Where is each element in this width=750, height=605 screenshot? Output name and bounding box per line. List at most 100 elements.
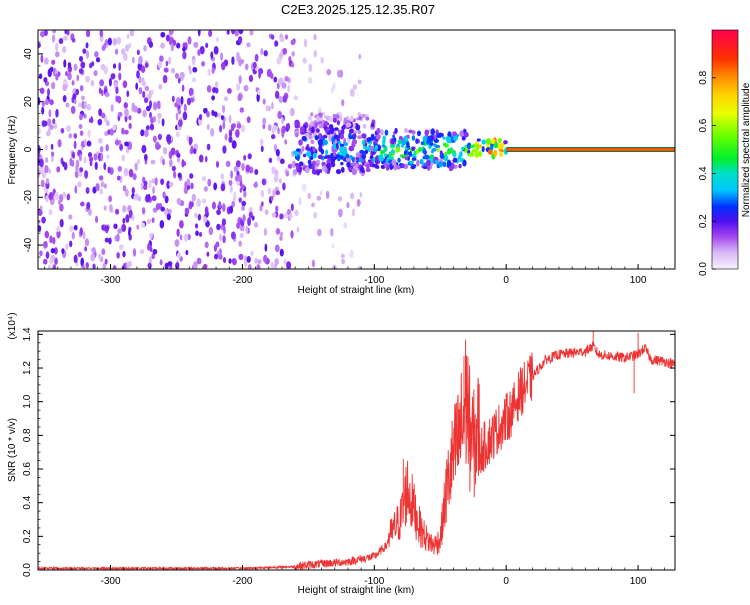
- spectrogram-cell: [339, 134, 344, 140]
- figure-title: C2E3.2025.125.12.35.R07: [0, 2, 716, 17]
- spectrogram-cell: [451, 163, 455, 170]
- spectrogram-cell: [346, 123, 351, 127]
- spectrogram-cell: [352, 139, 357, 144]
- spectrogram-cell: [44, 165, 48, 173]
- spectrogram-cell: [55, 73, 58, 80]
- spectrogram-cell: [270, 262, 274, 269]
- spectrogram-cell: [236, 83, 240, 91]
- spectrogram-cell: [46, 251, 50, 259]
- spectrogram-cell: [183, 112, 188, 121]
- spectrogram-cell: [310, 140, 314, 144]
- spectrogram-cell: [79, 114, 83, 121]
- spectrogram-cell: [49, 99, 54, 105]
- spectrogram-cell: [249, 75, 253, 82]
- spectrogram-cell: [223, 226, 226, 234]
- spectrogram-cell: [215, 241, 219, 247]
- spectrogram-cell: [44, 58, 49, 64]
- spectrogram-cell: [51, 60, 55, 65]
- spectrogram-cell: [376, 128, 380, 134]
- spectrogram-cell: [360, 114, 365, 118]
- spectrogram-cell: [110, 73, 115, 79]
- spectrogram-cell: [135, 193, 139, 198]
- spectrogram-cell: [247, 256, 251, 263]
- spectrogram-cell: [416, 149, 419, 154]
- spectrogram-cell: [192, 59, 195, 66]
- spectrogram-cell: [80, 85, 83, 91]
- spectrogram-cell: [412, 135, 415, 141]
- spectrogram-cell: [142, 207, 145, 214]
- spectrogram-cell: [94, 70, 98, 76]
- spectrogram-cell: [212, 67, 215, 73]
- spectrogram-cell: [68, 62, 71, 68]
- spectrogram-cell: [91, 247, 96, 253]
- spectrogram-cell: [346, 154, 349, 158]
- spectrogram-cell: [343, 222, 347, 229]
- spectrogram-cell: [65, 244, 69, 250]
- spectrogram-cell: [49, 209, 53, 216]
- spectrogram-cell: [113, 223, 117, 229]
- spectrogram-cell: [152, 217, 155, 223]
- spectrogram-cell: [295, 133, 298, 138]
- spectrogram-cell: [260, 48, 263, 55]
- spectrogram-cell: [140, 129, 144, 136]
- spectrogram-cell: [307, 193, 311, 199]
- spectrogram-cell: [282, 82, 287, 89]
- spectrogram-cell: [91, 80, 95, 86]
- spectrogram-cell: [164, 68, 169, 73]
- x-tick-label: 0: [503, 275, 509, 286]
- spectrogram-cell: [128, 229, 131, 237]
- spectrogram-cell: [142, 81, 146, 87]
- spectrogram-cell: [132, 57, 135, 64]
- spectrogram-cell: [263, 255, 267, 263]
- spectrogram-cell: [189, 69, 192, 75]
- spectrogram-cell: [207, 124, 210, 130]
- spectrogram-cell: [156, 144, 161, 149]
- spectrogram-cell: [341, 99, 344, 106]
- spectrogram-cell: [348, 146, 353, 152]
- spectrogram-cell: [294, 95, 299, 100]
- spectrogram-cell: [202, 198, 206, 203]
- spectrogram-cell: [95, 162, 98, 170]
- spectrogram-cell: [337, 156, 340, 161]
- spectrogram-cell: [52, 28, 56, 34]
- spectrogram-cell: [470, 145, 475, 148]
- spectrogram-cell: [207, 85, 212, 93]
- spectrogram-cell: [231, 28, 235, 35]
- spectrogram-cell: [397, 158, 401, 163]
- spectrogram-cell: [86, 187, 90, 194]
- spectrogram-cell: [469, 153, 472, 157]
- spectrogram-cell: [43, 241, 47, 247]
- spectrogram-cell: [362, 124, 366, 129]
- spectrogram-cell: [67, 72, 72, 80]
- spectrogram-cell: [127, 34, 130, 39]
- spectrogram-cell: [193, 148, 196, 154]
- spectrogram-cell: [313, 34, 316, 40]
- spectrogram-cell: [74, 141, 77, 149]
- spectrogram-cell: [98, 253, 102, 259]
- spectrogram-cell: [122, 251, 125, 257]
- spectrogram-cell: [362, 140, 365, 146]
- spectrogram-cell: [54, 123, 58, 129]
- spectrogram-cell: [221, 115, 224, 120]
- spectrogram-cell: [357, 135, 362, 139]
- spectrogram-cell: [219, 125, 222, 132]
- spectrogram-cell: [79, 68, 84, 74]
- spectrogram-region: [467, 137, 508, 159]
- spectrogram-cell: [364, 151, 368, 155]
- spectrogram-cell: [275, 205, 278, 211]
- spectrogram-cell: [486, 138, 491, 145]
- spectrogram-cell: [90, 160, 93, 166]
- spectrogram-cell: [178, 78, 181, 84]
- spectrogram-cell: [181, 159, 184, 167]
- spectrogram-cell: [291, 40, 295, 45]
- spectrogram-cell: [79, 56, 83, 62]
- spectrogram-cell: [374, 164, 378, 169]
- spectrogram-cell: [129, 123, 132, 129]
- spectrogram-cell: [103, 162, 106, 170]
- spectrogram-cell: [334, 127, 339, 131]
- spectrogram-cell: [99, 87, 102, 94]
- spectrogram-cell: [171, 68, 175, 74]
